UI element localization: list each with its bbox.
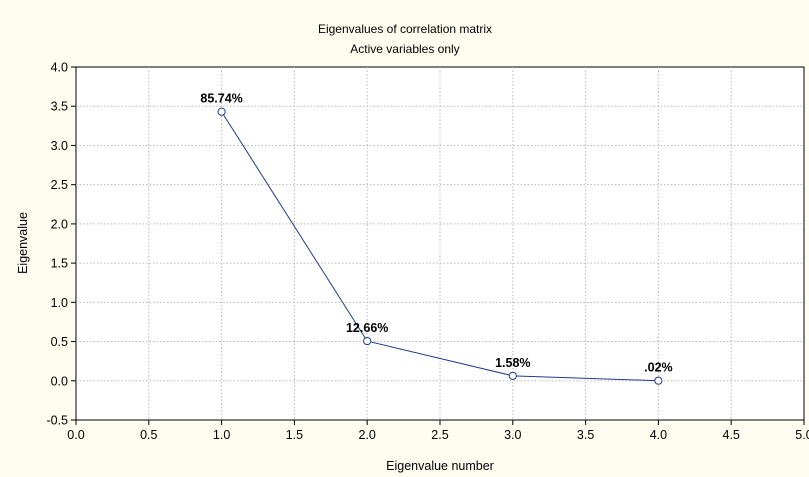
data-point <box>363 336 372 346</box>
axis-ticks: 0.00.51.01.52.02.53.03.54.04.55.0-0.50.0… <box>46 61 809 443</box>
y-tick-label: 1.0 <box>51 296 68 310</box>
x-tick-label: 1.5 <box>286 428 303 442</box>
chart-title: Eigenvalues of correlation matrix <box>318 22 492 36</box>
y-tick-label: -0.5 <box>46 414 68 428</box>
y-tick-label: 2.0 <box>51 217 68 231</box>
x-tick-label: 5.0 <box>795 428 809 442</box>
y-tick-label: 2.5 <box>51 178 68 192</box>
data-label: .02% <box>644 361 673 375</box>
x-tick-label: 4.5 <box>723 428 740 442</box>
chart-subtitle: Active variables only <box>350 42 459 56</box>
x-tick-label: 2.0 <box>359 428 376 442</box>
y-tick-label: 3.5 <box>51 100 68 114</box>
data-point <box>508 371 517 380</box>
data-point <box>217 107 226 116</box>
y-axis-label: Eigenvalue <box>16 212 30 274</box>
y-tick-label: 0.5 <box>51 335 68 349</box>
series-line <box>221 111 659 382</box>
y-tick-label: 0.0 <box>51 374 68 388</box>
y-tick-label: 1.5 <box>51 257 68 271</box>
x-tick-label: 1.0 <box>213 428 230 442</box>
y-tick-label: 4.0 <box>51 61 68 75</box>
x-tick-label: 4.0 <box>650 428 667 442</box>
y-tick-label: 3.0 <box>51 139 68 153</box>
x-tick-label: 3.0 <box>504 428 521 442</box>
data-point <box>654 376 663 385</box>
grid <box>76 67 804 420</box>
x-tick-label: 0.5 <box>140 428 157 442</box>
data-series: 85.74% 12.66% 1.58% .02% <box>200 92 673 385</box>
data-label: 1.58% <box>495 356 530 370</box>
x-tick-label: 3.5 <box>577 428 594 442</box>
data-label: 12.66% <box>346 321 388 335</box>
x-tick-label: 0.0 <box>67 428 84 442</box>
x-tick-label: 2.5 <box>431 428 448 442</box>
x-axis-label: Eigenvalue number <box>386 459 494 473</box>
data-label: 85.74% <box>200 92 242 106</box>
